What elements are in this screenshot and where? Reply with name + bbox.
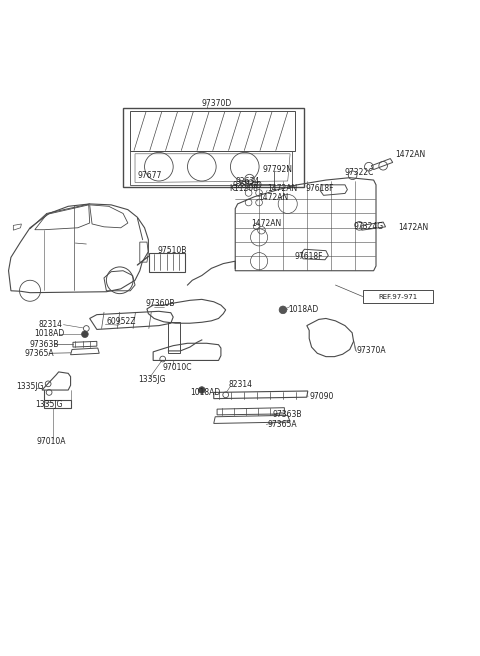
- Text: 1472AN: 1472AN: [398, 223, 429, 232]
- Text: 97370D: 97370D: [202, 99, 232, 108]
- Text: 97365A: 97365A: [267, 420, 297, 430]
- Text: 1335JG: 1335JG: [16, 382, 43, 391]
- Text: 97324G: 97324G: [354, 222, 384, 232]
- Circle shape: [82, 331, 88, 338]
- Text: K11208: K11208: [229, 184, 258, 193]
- Text: 1335JG: 1335JG: [35, 400, 62, 409]
- Text: 1472AN: 1472AN: [251, 220, 281, 228]
- Text: 82314: 82314: [228, 380, 252, 389]
- Text: 97010A: 97010A: [36, 437, 66, 446]
- FancyBboxPatch shape: [363, 291, 433, 302]
- Text: 97677: 97677: [137, 171, 162, 180]
- Text: 97322C: 97322C: [344, 169, 373, 177]
- Text: 97370A: 97370A: [357, 346, 386, 356]
- Text: 97090: 97090: [309, 392, 334, 401]
- Text: 97792N: 97792N: [263, 165, 293, 174]
- Text: 1018AD: 1018AD: [190, 388, 220, 397]
- Text: 92810D: 92810D: [232, 181, 262, 190]
- Text: 97363B: 97363B: [30, 340, 59, 349]
- Text: REF.97-971: REF.97-971: [378, 293, 418, 300]
- Text: 97010C: 97010C: [163, 363, 192, 372]
- Text: 97360B: 97360B: [146, 299, 176, 308]
- Text: 97618F: 97618F: [306, 184, 335, 193]
- Text: 97365A: 97365A: [24, 349, 54, 358]
- Circle shape: [199, 386, 205, 394]
- Text: 97363B: 97363B: [273, 411, 302, 419]
- Text: 1472AN: 1472AN: [268, 184, 298, 193]
- Text: 82314: 82314: [38, 319, 62, 329]
- Text: 92634: 92634: [235, 176, 260, 186]
- Text: 97510B: 97510B: [158, 246, 187, 255]
- Text: 1472AN: 1472AN: [258, 194, 288, 202]
- Text: 1018AD: 1018AD: [288, 305, 319, 314]
- Text: 1335JG: 1335JG: [138, 375, 166, 384]
- Text: 1018AD: 1018AD: [34, 329, 65, 338]
- Text: 60952Z: 60952Z: [107, 318, 136, 326]
- Text: 1472AN: 1472AN: [395, 150, 425, 159]
- Circle shape: [279, 306, 287, 314]
- Text: 97618F: 97618F: [294, 252, 323, 261]
